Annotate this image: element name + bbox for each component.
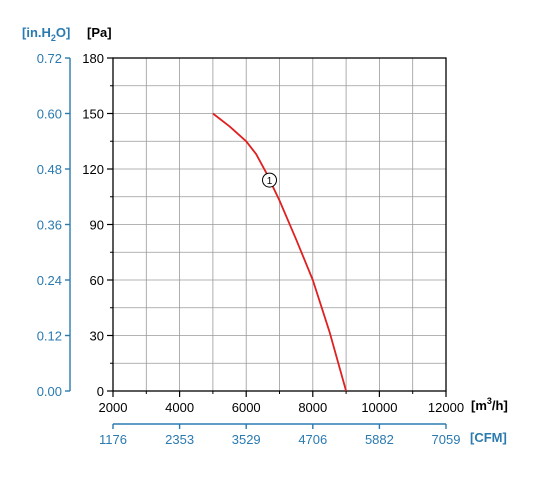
secondary-y-tick-label: 0.48 bbox=[37, 162, 62, 177]
grid bbox=[112, 57, 447, 392]
y-axis-unit: [Pa] bbox=[87, 25, 112, 40]
secondary-x-tick-label: 4706 bbox=[298, 432, 327, 447]
axes: 0 30 60 90 120 150 180 0.00 0.12 0.24 0.36 0.48 0.60… bbox=[37, 51, 464, 447]
x-unit-base: [m bbox=[471, 398, 487, 413]
secondary-y-tick-label: 0.60 bbox=[37, 107, 62, 122]
secondary-y-unit-base: [in.H bbox=[22, 25, 51, 40]
secondary-x-tick-label: 2353 bbox=[165, 432, 194, 447]
curve-marker-label: 1 bbox=[267, 176, 273, 187]
secondary-y-tick-label: 0.72 bbox=[37, 51, 62, 66]
secondary-y-tick-label: 0.24 bbox=[37, 273, 62, 288]
secondary-y-axis-unit: [in.H2O] bbox=[22, 25, 70, 43]
x-tick-label: 4000 bbox=[165, 400, 194, 415]
x-tick-label: 8000 bbox=[298, 400, 327, 415]
y-tick-label: 0 bbox=[97, 384, 104, 399]
curve-layer: 1 bbox=[212, 112, 347, 392]
y-tick-label: 90 bbox=[90, 218, 104, 233]
y-tick-label: 120 bbox=[82, 162, 104, 177]
secondary-x-axis-unit: [CFM] bbox=[470, 430, 507, 445]
curve-marker-circle bbox=[262, 172, 278, 188]
x-unit-tail: /h] bbox=[492, 398, 508, 413]
x-tick-label: 12000 bbox=[428, 400, 464, 415]
x-unit-sup: 3 bbox=[487, 396, 492, 406]
secondary-y-tick-label: 0.12 bbox=[37, 329, 62, 344]
secondary-y-tick-label: 0.00 bbox=[37, 384, 62, 399]
secondary-x-tick-label: 7059 bbox=[432, 432, 461, 447]
y-tick-label: 30 bbox=[90, 329, 104, 344]
secondary-x-tick-label: 5882 bbox=[365, 432, 394, 447]
x-tick-label: 6000 bbox=[232, 400, 261, 415]
y-tick-label: 150 bbox=[82, 107, 104, 122]
y-tick-label: 60 bbox=[90, 273, 104, 288]
secondary-y-unit-sub: 2 bbox=[51, 33, 56, 43]
x-tick-label: 10000 bbox=[361, 400, 397, 415]
x-axis-unit: [m3/h] bbox=[471, 396, 508, 413]
secondary-x-tick-label: 1176 bbox=[99, 432, 127, 447]
x-tick-label: 2000 bbox=[99, 400, 128, 415]
secondary-y-unit-tail: O] bbox=[56, 25, 70, 40]
secondary-x-tick-label: 3529 bbox=[232, 432, 261, 447]
secondary-y-tick-label: 0.36 bbox=[37, 218, 62, 233]
y-tick-label: 180 bbox=[82, 51, 104, 66]
